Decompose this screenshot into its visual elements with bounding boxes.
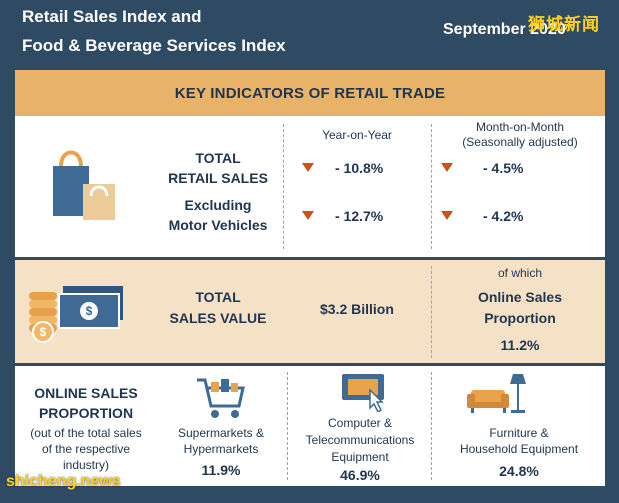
divider-3 xyxy=(431,266,432,358)
computer-icon xyxy=(340,372,390,417)
down-triangle-icon xyxy=(441,211,453,220)
retail-label-1a: TOTAL xyxy=(195,150,241,166)
cat-2-line1: Computer & xyxy=(327,416,393,430)
retail-label-1b: RETAIL SALES xyxy=(168,170,268,186)
cat-2-line3: Equipment xyxy=(331,450,389,464)
online-title-2: PROPORTION xyxy=(38,405,134,421)
of-which-label: of which xyxy=(497,266,543,280)
divider-5 xyxy=(431,372,432,480)
online-note-2: of the respective xyxy=(41,442,131,456)
col-header-mom: Month-on-Month xyxy=(475,120,565,134)
col-header-yoy: Year-on-Year xyxy=(322,128,392,142)
col-header-mom-note: (Seasonally adjusted) xyxy=(462,135,578,149)
cat-2-value: 46.9% xyxy=(340,467,380,483)
cat-1-line1: Supermarkets & xyxy=(177,426,265,440)
sales-value: $3.2 Billion xyxy=(320,301,394,317)
online-note-3: industry) xyxy=(62,458,109,472)
online-proportion-section: ONLINE SALES PROPORTION (out of the tota… xyxy=(15,366,605,486)
retail-mom-2: - 4.2% xyxy=(483,208,524,224)
cat-2-line2: Telecommunications xyxy=(305,433,415,447)
retail-sales-section: Year-on-Year Month-on-Month (Seasonally … xyxy=(15,116,605,257)
retail-label-2a: Excluding xyxy=(184,197,252,213)
retail-yoy-1: - 10.8% xyxy=(335,160,384,176)
watermark-top: 狮城新闻 xyxy=(528,15,600,34)
header-title-line2: Food & Beverage Services Index xyxy=(22,36,286,55)
sales-value-section: $ $ TOTAL SALES VALUE $3.2 Billion of wh… xyxy=(15,260,605,363)
shopping-cart-icon xyxy=(195,376,247,425)
retail-label-2b: Motor Vehicles xyxy=(168,217,268,233)
retail-mom-1: - 4.5% xyxy=(483,160,524,176)
cat-1-line2: Hypermarkets xyxy=(183,442,259,456)
watermark-bottom: shicheng.news xyxy=(6,473,121,490)
online-share-label-1: Online Sales xyxy=(477,289,563,305)
banner-title: KEY INDICATORS OF RETAIL TRADE xyxy=(174,84,446,102)
sales-value-label-2: SALES VALUE xyxy=(169,310,267,326)
divider-2 xyxy=(431,124,432,249)
online-title-1: ONLINE SALES xyxy=(34,385,138,401)
divider-4 xyxy=(287,372,288,480)
money-stack-icon: $ $ xyxy=(27,280,127,349)
online-share-value: 11.2% xyxy=(500,337,540,353)
header-title-line1: Retail Sales Index and xyxy=(22,7,202,26)
cat-3-line1: Furniture & xyxy=(489,426,549,440)
cat-3-line2: Household Equipment xyxy=(459,442,579,456)
svg-text:$: $ xyxy=(86,304,93,318)
cat-3-value: 24.8% xyxy=(499,463,539,479)
sofa-lamp-icon xyxy=(465,372,529,421)
down-triangle-icon xyxy=(302,163,314,172)
online-share-label-2: Proportion xyxy=(484,310,556,326)
header-date: September 2020 xyxy=(443,21,566,38)
sales-value-label-1: TOTAL xyxy=(195,289,241,305)
down-triangle-icon xyxy=(302,211,314,220)
online-note-1: (out of the total sales xyxy=(30,426,142,440)
cat-1-value: 11.9% xyxy=(201,462,241,478)
divider-1 xyxy=(283,124,284,249)
key-indicators-banner: KEY INDICATORS OF RETAIL TRADE xyxy=(15,70,605,116)
svg-text:$: $ xyxy=(40,325,47,339)
retail-yoy-2: - 12.7% xyxy=(335,208,384,224)
shopping-bags-icon xyxy=(43,144,121,227)
down-triangle-icon xyxy=(441,163,453,172)
